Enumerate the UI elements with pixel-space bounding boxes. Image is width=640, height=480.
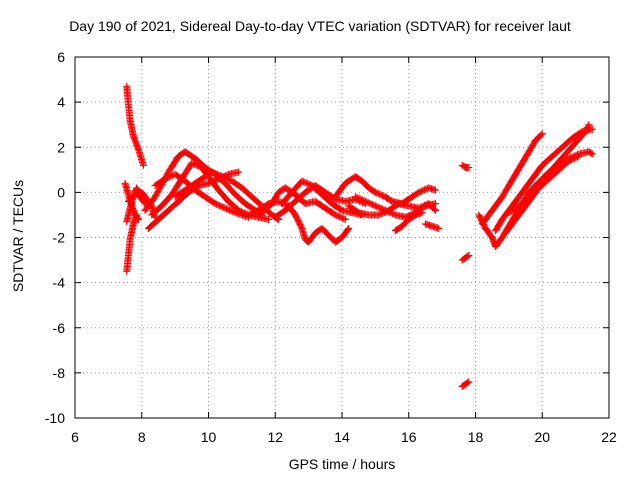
data-point-marker [574,153,582,161]
data-markers [121,82,596,390]
data-point-marker [341,215,349,223]
y-tick-label: 0 [57,184,65,200]
y-axis-label: SDTVAR / TECUs [10,179,26,293]
data-point-marker [134,215,142,223]
y-tick-label: 6 [57,49,65,65]
data-point-marker [265,215,273,223]
x-tick-label: 18 [468,429,484,445]
data-point-marker [435,224,443,232]
x-tick-label: 14 [334,429,350,445]
x-tick-label: 12 [267,429,283,445]
x-axis-label: GPS time / hours [288,456,396,472]
data-point-marker [235,168,243,176]
data-point-marker [464,252,472,260]
data-point-marker [340,215,348,223]
data-point-marker [134,214,142,222]
data-point-marker [345,224,353,232]
x-tick-label: 6 [71,429,79,445]
x-tick-label: 22 [601,429,617,445]
data-point-marker [465,164,473,172]
x-tick-label: 20 [534,429,550,445]
data-point-marker [431,200,439,208]
data-point-marker [431,186,439,194]
data-point-marker [537,131,545,139]
y-tick-label: 2 [57,139,65,155]
data-point-marker [464,379,472,387]
y-tick-label: -2 [53,230,66,246]
data-point-marker [465,378,473,386]
y-tick-label: -10 [45,410,65,426]
data-point-marker [139,161,147,169]
y-tick-label: 4 [57,94,65,110]
data-point-marker [538,130,546,138]
data-point-marker [230,208,238,216]
chart-title: Day 190 of 2021, Sidereal Day-to-day VTE… [69,18,571,34]
axis-ticks: 6 8 10 12 14 16 18 20 22 -10 -8 -6 -4 -2 0 2 4 6 [45,49,617,445]
data-point-marker [465,252,473,260]
data-point-marker [588,150,596,158]
plot-frame [74,56,610,419]
x-tick-label: 10 [201,429,217,445]
y-tick-label: -4 [53,275,66,291]
y-tick-label: -6 [53,320,66,336]
data-point-marker [584,122,592,130]
data-point-marker [431,206,439,214]
data-point-marker [344,226,352,234]
x-tick-label: 8 [138,429,146,445]
data-point-marker [575,152,583,160]
data-point-marker [418,209,426,217]
x-tick-label: 16 [401,429,417,445]
data-point-marker [585,121,593,129]
data-point-marker [587,149,595,157]
y-tick-label: -8 [53,365,66,381]
